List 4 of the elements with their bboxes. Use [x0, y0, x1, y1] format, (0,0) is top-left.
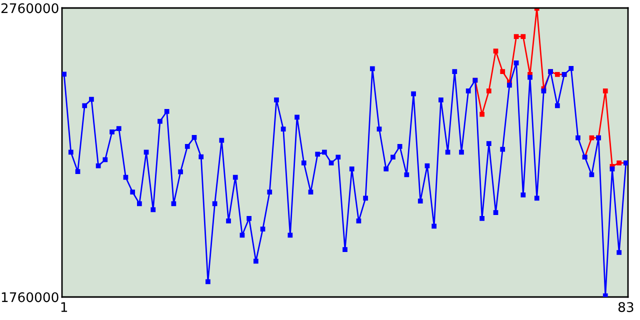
x-tick-label: 1	[61, 302, 68, 312]
x-tick-label: 83	[618, 302, 634, 312]
y-tick-label: 2760000	[1, 3, 58, 14]
y-tick-label: 1760000	[2, 292, 58, 302]
